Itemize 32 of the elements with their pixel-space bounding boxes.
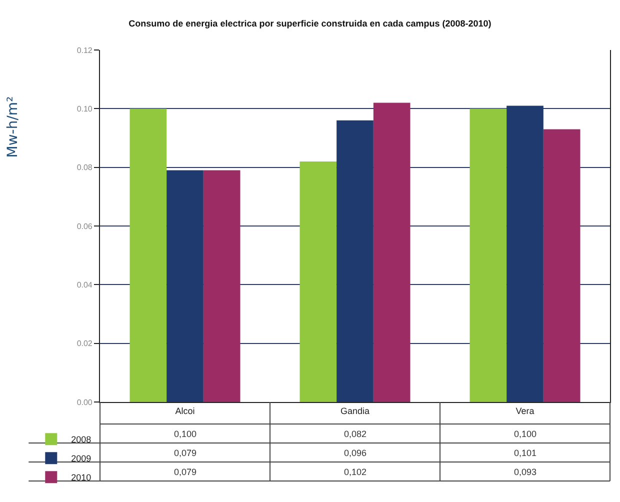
- x-tick-label: Alcoi: [175, 406, 195, 416]
- legend-label: 2008: [71, 434, 92, 445]
- data-label: 0,100: [174, 429, 197, 439]
- bar: [130, 108, 167, 402]
- data-label: 0,082: [344, 429, 367, 439]
- bar: [336, 120, 374, 402]
- data-label: 0,100: [514, 429, 537, 439]
- bar: [373, 102, 410, 402]
- y-tick-label: 0.00: [76, 398, 93, 407]
- y-axis-title: Mw-h/m²: [4, 96, 21, 158]
- x-tick-label: Gandia: [340, 406, 370, 416]
- y-tick-label: 0.08: [76, 163, 93, 172]
- legend-label: 2009: [71, 454, 92, 464]
- bar: [203, 170, 240, 402]
- y-tick-label: 0.10: [76, 104, 93, 114]
- x-tick-label: Vera: [516, 406, 534, 416]
- data-label: 0,093: [514, 467, 537, 477]
- legend-label: 2010: [71, 472, 92, 483]
- data-label: 0,101: [514, 448, 537, 458]
- bar: [300, 161, 337, 402]
- y-tick-label: 0.04: [76, 280, 93, 290]
- bar: [543, 129, 580, 402]
- data-label: 0,102: [344, 467, 367, 477]
- data-label: 0,079: [174, 448, 197, 458]
- data-label: 0,079: [174, 467, 197, 477]
- y-tick-label: 0.02: [76, 339, 93, 348]
- chart-title: Consumo de energia electrica por superficie construida en cada campus (2008-2010): [128, 18, 492, 28]
- bar: [166, 170, 204, 402]
- bar: [470, 108, 507, 402]
- y-tick-label: 0.06: [76, 222, 93, 231]
- y-tick-label: 0.12: [76, 46, 93, 55]
- data-label: 0,096: [344, 448, 367, 458]
